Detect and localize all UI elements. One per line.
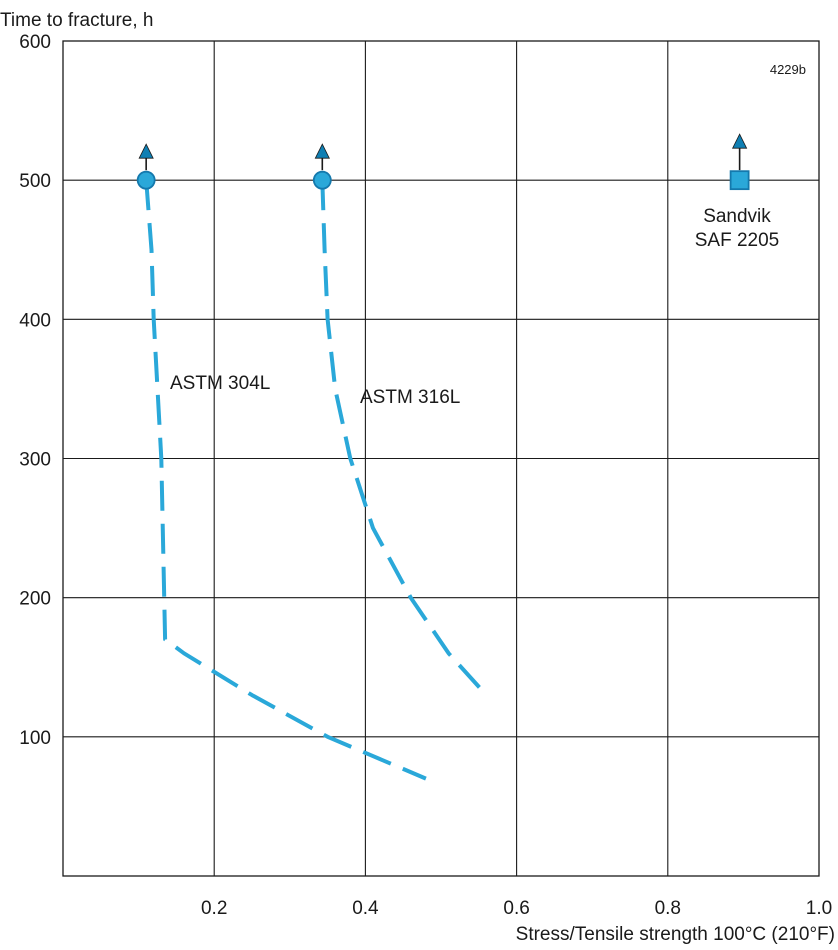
y-tick-label: 400 <box>19 310 51 331</box>
figure-code-label: 4229b <box>770 62 806 77</box>
x-tick-label: 0.8 <box>655 898 681 919</box>
sandvik-saf-2205-arrow-head <box>731 133 748 149</box>
astm-304l-marker <box>136 170 156 190</box>
x-tick-label: 1.0 <box>806 898 832 919</box>
sandvik-saf-2205-label-line: Sandvik <box>703 206 771 227</box>
astm-304l-curve <box>144 180 427 781</box>
astm-316l-label: ASTM 316L <box>360 387 460 408</box>
sandvik-saf-2205-marker <box>729 170 750 191</box>
astm-316l-curve <box>320 180 488 697</box>
y-tick-label: 200 <box>19 589 51 610</box>
y-tick-label: 300 <box>19 450 51 471</box>
series-label-layer: ASTM 304L ASTM 316L Sandvik SAF 2205 <box>170 206 779 408</box>
series-layer <box>136 133 750 781</box>
astm-304l-arrow-head <box>138 143 154 159</box>
y-tick-label: 600 <box>19 32 51 53</box>
astm-316l-marker <box>312 170 332 190</box>
y-tick-label: 100 <box>19 728 51 749</box>
x-tick-label: 0.2 <box>201 898 227 919</box>
y-axis-title: Time to fracture, h <box>0 10 153 31</box>
y-tick-label: 500 <box>19 171 51 192</box>
sandvik-saf-2205-label-line: SAF 2205 <box>695 230 780 251</box>
sandvik-saf-2205-label: Sandvik SAF 2205 <box>695 206 780 251</box>
tick-label-layer: 0.2 0.4 0.6 0.8 1.0 100 200 300 400 500 600 <box>19 32 832 919</box>
x-axis-title: Stress/Tensile strength 100°C (210°F) <box>516 924 835 945</box>
x-tick-label: 0.4 <box>352 898 379 919</box>
astm-316l-arrow-head <box>314 143 330 159</box>
astm-304l-label: ASTM 304L <box>170 373 270 394</box>
x-tick-label: 0.6 <box>503 898 529 919</box>
grid-layer <box>62 40 820 877</box>
